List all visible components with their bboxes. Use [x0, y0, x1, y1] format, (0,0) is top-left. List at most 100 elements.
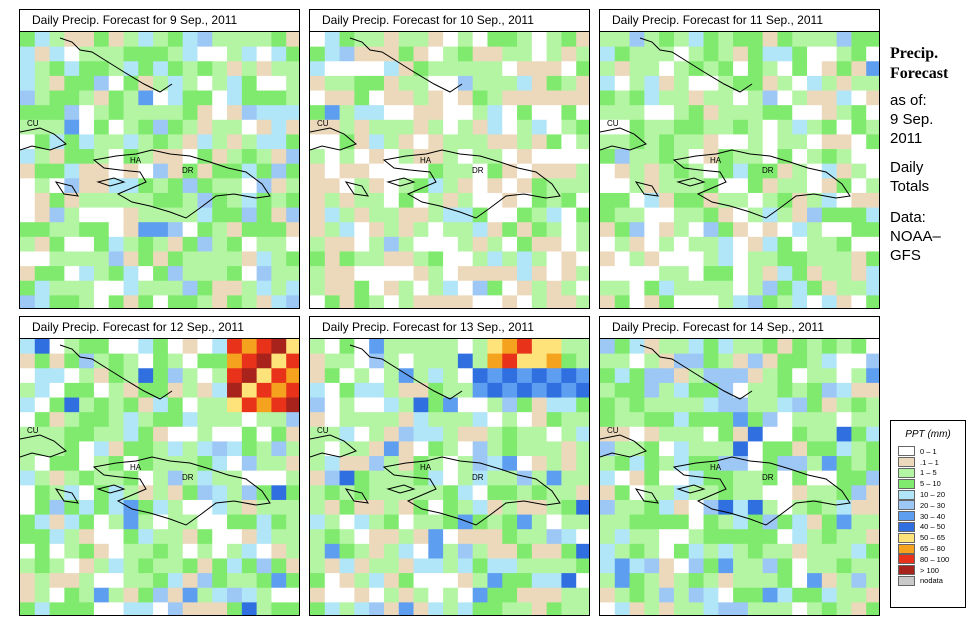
grid-cell: [821, 499, 838, 516]
precip-map[interactable]: CU HA DR: [309, 338, 590, 616]
grid-cell: [153, 90, 169, 106]
grid-cell: [310, 90, 326, 106]
precip-map[interactable]: CU HA DR: [599, 338, 880, 616]
grid-cell: [34, 75, 51, 92]
grid-cell: [64, 295, 80, 308]
grid-cell: [398, 46, 415, 62]
grid-cell: [108, 382, 125, 399]
precip-map[interactable]: CU HA DR: [19, 31, 300, 309]
grid-cell: [49, 426, 65, 442]
grid-cell: [851, 456, 867, 472]
grid-cell: [821, 32, 838, 48]
grid-cell: [576, 222, 589, 238]
grid-cell: [123, 222, 139, 238]
grid-cell: [659, 573, 675, 589]
grid-cell: [310, 558, 326, 574]
precip-map[interactable]: CU HA DR: [19, 338, 300, 616]
grid-cell: [703, 368, 719, 384]
grid-cell: [600, 222, 616, 238]
grid-cell: [792, 587, 808, 603]
grid-cell: [659, 61, 675, 77]
legend-row: .1 – 1: [891, 457, 965, 468]
grid-cell: [688, 90, 705, 106]
grid-cell: [413, 105, 429, 121]
grid-cell: [561, 32, 577, 48]
grid-cell: [487, 105, 503, 121]
grid-cell: [123, 353, 139, 369]
grid-cell: [79, 529, 95, 545]
grid-cell: [807, 295, 823, 308]
grid-cell: [241, 46, 258, 62]
jamaica-coast: [344, 488, 369, 504]
grid-cell: [443, 499, 459, 516]
grid-cell: [383, 368, 400, 384]
grid-cell: [354, 368, 370, 384]
grid-cell: [866, 295, 879, 308]
grid-cell: [688, 266, 705, 282]
grid-cell: [629, 222, 645, 238]
grid-cell: [324, 514, 341, 530]
grid-cell: [182, 32, 198, 48]
grid-cell: [339, 514, 355, 530]
grid-cell: [614, 192, 631, 209]
grid-cell: [457, 222, 474, 238]
grid-cell: [79, 602, 95, 615]
grid-cell: [286, 558, 299, 574]
grid-cell: [324, 295, 341, 308]
grid-cell: [443, 61, 459, 77]
gonave-island: [386, 177, 416, 187]
grid-cell: [673, 353, 690, 369]
grid-cell: [271, 236, 287, 252]
cuba-south-coast: [59, 344, 173, 400]
grid-cell: [64, 353, 80, 369]
precip-map[interactable]: CU HA DR: [599, 31, 880, 309]
grid-cell: [241, 368, 258, 384]
grid-cell: [531, 412, 548, 428]
grid-cell: [79, 149, 95, 165]
grid-cell: [398, 382, 415, 399]
grid-cell: [821, 543, 838, 559]
grid-cell: [733, 353, 749, 369]
grid-cell: [383, 207, 400, 223]
grid-cell: [212, 75, 228, 92]
grid-cell: [212, 32, 228, 48]
grid-cell: [517, 529, 533, 545]
legend-row: 30 – 40: [891, 511, 965, 522]
grid-cell: [413, 397, 429, 413]
grid-cell: [487, 368, 503, 384]
grid-cell: [792, 602, 808, 615]
grid-cell: [688, 280, 705, 296]
grid-cell: [762, 192, 778, 209]
grid-cell: [561, 295, 577, 308]
grid-cell: [108, 266, 125, 282]
grid-cell: [79, 397, 95, 413]
grid-cell: [428, 353, 444, 369]
grid-cell: [153, 134, 169, 150]
grid-cell: [561, 368, 577, 384]
grid-cell: [20, 178, 36, 194]
grid-cell: [546, 163, 562, 179]
grid-cell: [428, 32, 444, 48]
grid-cell: [614, 295, 631, 308]
grid-cell: [644, 499, 660, 516]
grid-cell: [644, 573, 660, 589]
grid-cell: [703, 397, 719, 413]
grid-cell: [79, 456, 95, 472]
grid-cell: [531, 499, 548, 516]
grid-cell: [836, 134, 852, 150]
grid-cell: [644, 119, 660, 135]
grid-cell: [747, 412, 764, 428]
grid-cell: [487, 61, 503, 77]
grid-cell: [34, 587, 51, 603]
grid-cell: [339, 339, 355, 355]
grid-cell: [457, 339, 474, 355]
grid-cell: [688, 149, 705, 165]
grid-cell: [807, 353, 823, 369]
grid-cell: [747, 499, 764, 516]
grid-cell: [502, 543, 518, 559]
grid-cell: [866, 397, 879, 413]
precip-map[interactable]: CU HA DR: [309, 31, 590, 309]
grid-cell: [472, 426, 488, 442]
grid-cell: [502, 456, 518, 472]
grid-cell: [457, 105, 474, 121]
